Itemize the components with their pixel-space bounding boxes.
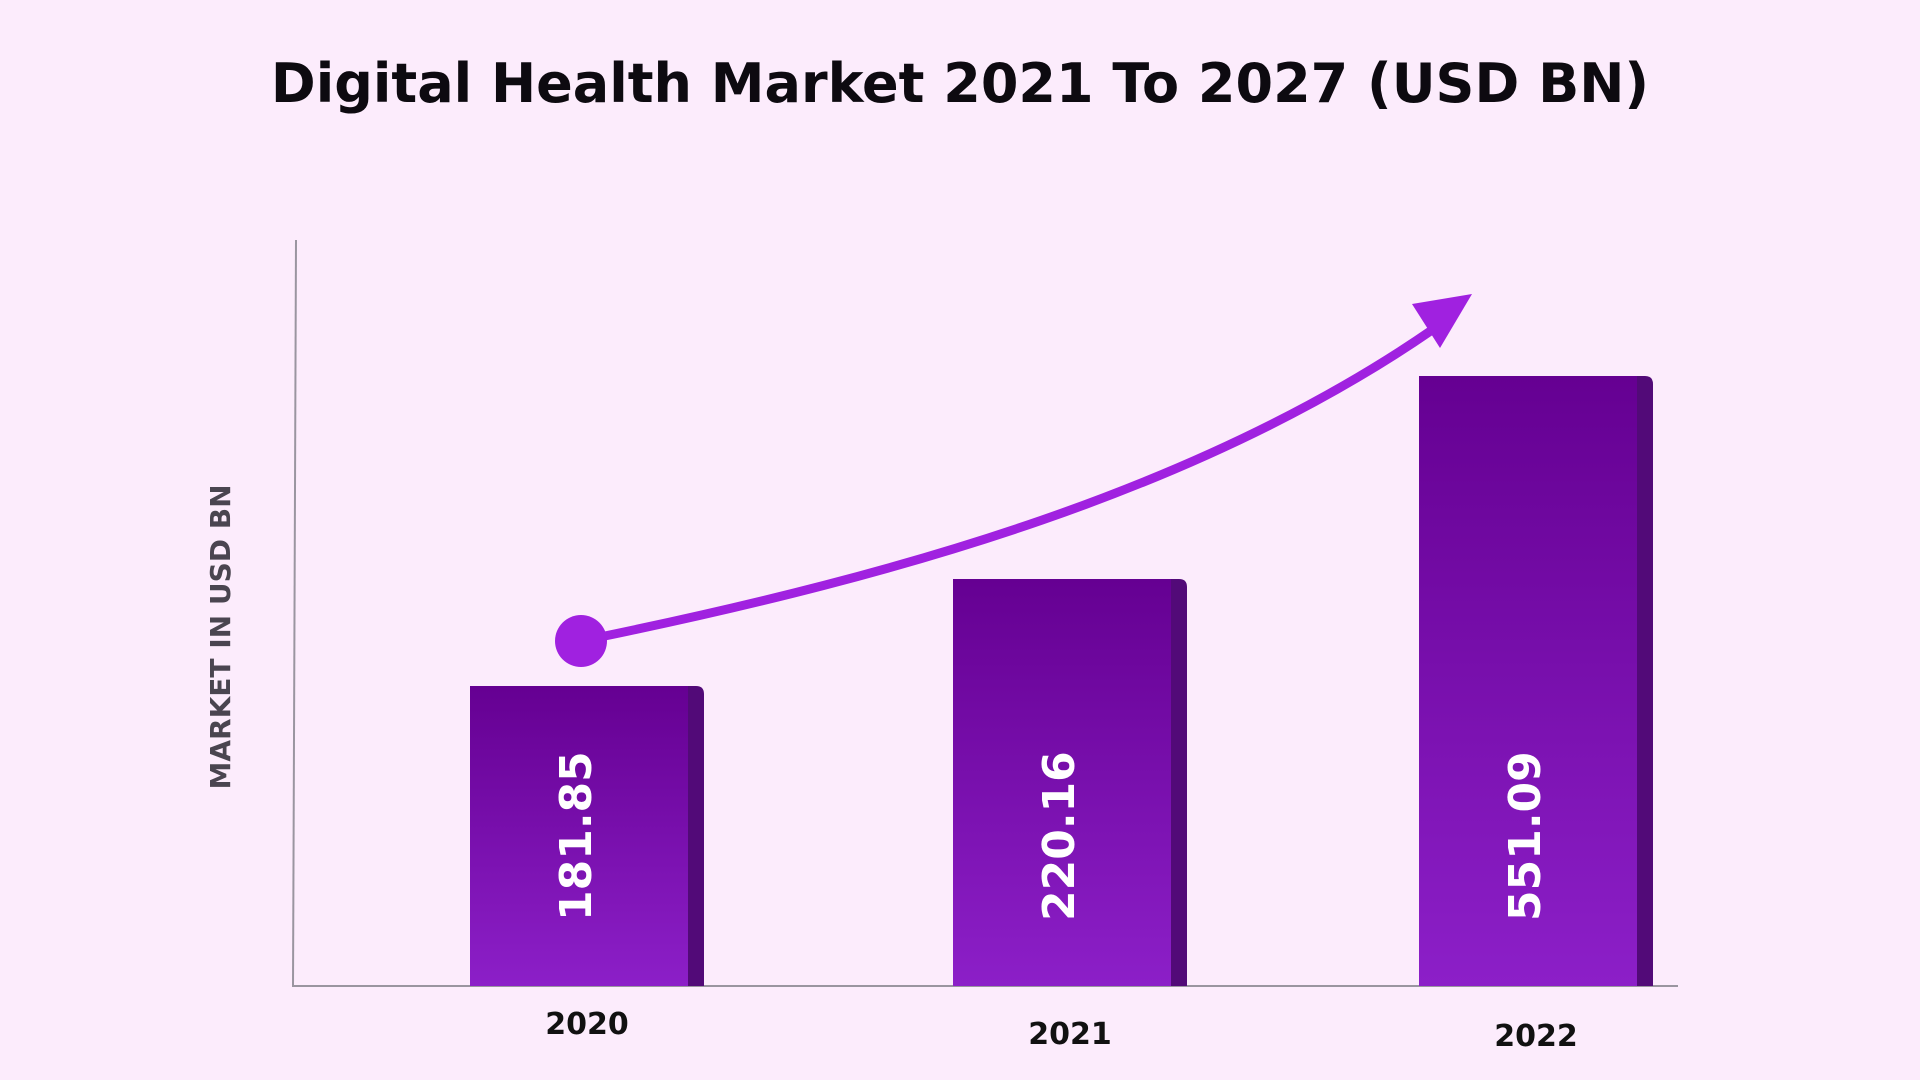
trend-arrow-head [1412,294,1472,348]
bar-side-2020 [684,686,704,986]
trend-arrow-line [595,325,1437,642]
data-label-2022: 551.09 [1500,751,1551,921]
y-axis-line [292,239,297,988]
trend-start-dot [555,615,607,667]
x-tick-label-2020: 2020 [545,1007,629,1042]
bars-layer [470,376,1653,986]
bar-2020 [470,686,688,986]
labels-layer: 181.85 2020 220.16 2021 551.09 2022 [545,751,1578,1054]
data-label-2020: 181.85 [551,751,602,921]
bar-side-2021 [1167,579,1187,986]
chart-title: Digital Health Market 2021 To 2027 (USD … [271,52,1649,115]
data-label-2021: 220.16 [1034,751,1085,921]
bar-side-2022 [1633,376,1653,986]
bar-2022 [1419,376,1637,986]
bar-2021 [953,579,1171,986]
x-tick-label-2022: 2022 [1494,1019,1578,1054]
x-tick-label-2021: 2021 [1028,1017,1112,1052]
y-axis-label: MARKET IN USD BN [204,484,237,789]
